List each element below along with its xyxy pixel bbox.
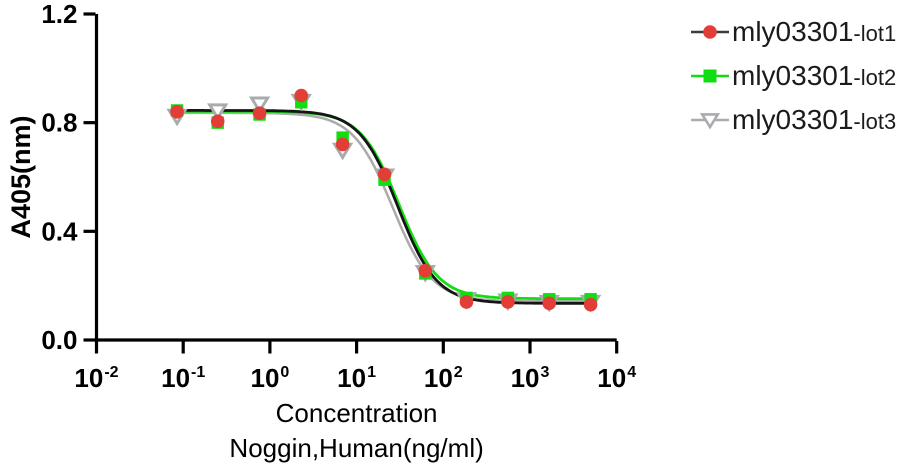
data-point-mly03301-lot1	[294, 88, 309, 103]
data-point-mly03301-lot1	[542, 296, 557, 311]
data-point-mly03301-lot1	[210, 114, 225, 129]
y-tick-label: 0.8	[41, 108, 77, 138]
legend-label: mly03301-lot1	[732, 18, 896, 46]
legend-label-prefix: mly03301	[732, 104, 854, 135]
legend-label-suffix: -lot2	[853, 65, 897, 90]
x-tick-label: 101	[337, 363, 376, 393]
data-point-mly03301-lot1	[418, 263, 433, 278]
x-tick-label: 10-2	[74, 363, 118, 393]
legend-item-lot1: mly03301-lot1	[690, 10, 912, 54]
fit-curve-mly03301-lot3	[175, 111, 591, 303]
chart-legend: mly03301-lot1 mly03301-lot2 mly03301-lot…	[690, 10, 912, 142]
data-point-mly03301-lot1	[170, 105, 184, 119]
x-tick-label: 10-1	[161, 363, 205, 393]
legend-marker-circle-icon	[691, 25, 729, 39]
x-axis-title-line2: Noggin,Human(ng/ml)	[229, 433, 483, 463]
legend-marker-triangle-down-icon	[691, 113, 729, 130]
legend-label-prefix: mly03301	[732, 16, 854, 47]
x-tick-label: 102	[424, 363, 463, 393]
y-tick-label: 0.4	[41, 216, 78, 246]
data-point-mly03301-lot3	[248, 96, 271, 115]
legend-label: mly03301-lot3	[732, 106, 896, 134]
legend-marker-square-icon	[691, 69, 729, 83]
legend-item-lot2: mly03301-lot2	[690, 54, 912, 98]
data-point-mly03301-lot1	[252, 106, 267, 120]
y-tick-label: 1.2	[41, 0, 77, 29]
x-axis-title-line1: Concentration	[276, 398, 438, 428]
data-point-mly03301-lot1	[583, 297, 598, 312]
legend-label-suffix: -lot1	[853, 21, 897, 46]
legend-item-lot3: mly03301-lot3	[690, 98, 912, 142]
axes-lines	[94, 14, 617, 342]
fit-curve-mly03301-lot1	[175, 109, 591, 305]
data-point-mly03301-lot1	[377, 167, 392, 182]
y-axis-title: A405(nm)	[6, 115, 36, 238]
legend-label-suffix: -lot3	[853, 109, 897, 134]
x-tick-label: 103	[511, 363, 550, 393]
legend-label-prefix: mly03301	[732, 60, 854, 91]
x-tick-label: 104	[597, 363, 636, 393]
y-tick-label: 0.0	[41, 325, 77, 355]
legend-label: mly03301-lot2	[732, 62, 896, 90]
data-point-mly03301-lot1	[501, 295, 515, 309]
data-point-mly03301-lot1	[459, 295, 474, 309]
data-point-mly03301-lot1	[335, 137, 350, 152]
x-tick-label: 100	[250, 363, 289, 393]
data-point-mly03301-lot3	[207, 103, 229, 121]
fit-curve-mly03301-lot2	[175, 109, 591, 301]
